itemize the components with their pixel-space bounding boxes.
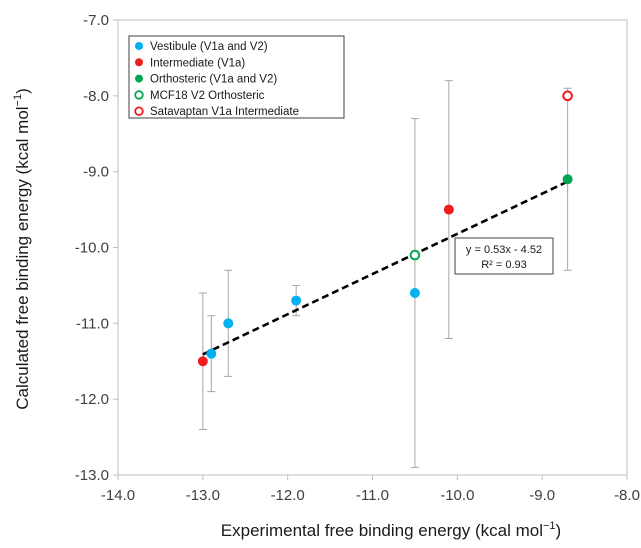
y-tick-label: -11.0	[76, 315, 109, 332]
trendline-equation-box: y = 0.53x - 4.52 R² = 0.93	[454, 237, 554, 275]
x-tick-label: -11.0	[356, 487, 389, 504]
x-tick-label: -13.0	[186, 487, 220, 504]
data-point	[197, 356, 208, 367]
data-point	[562, 174, 573, 185]
legend-marker	[134, 106, 144, 116]
trendline-r-squared: R² = 0.93	[481, 259, 527, 271]
equation-box-frame	[454, 237, 554, 275]
data-points	[197, 90, 573, 367]
y-tick-label: -7.0	[83, 12, 109, 29]
x-tick-label: -10.0	[440, 487, 474, 504]
data-point	[562, 90, 573, 102]
x-axis-title: Experimental free binding energy (kcal m…	[221, 520, 561, 540]
y-tick-label: -9.0	[83, 164, 109, 181]
tick-labels: -14.0 -13.0 -12.0 -11.0 -10.0 -9.0 -8.0 -13.0 -1…	[75, 12, 640, 504]
data-point	[443, 204, 454, 215]
legend-label: Vestibule (V1a and V2)	[150, 41, 268, 53]
x-tick-label: -8.0	[614, 487, 640, 504]
legend-marker	[135, 74, 143, 83]
data-point	[206, 348, 217, 359]
trendline	[202, 180, 569, 356]
x-tick-label: -9.0	[529, 487, 555, 504]
data-point	[291, 295, 302, 306]
trendline-layer	[202, 180, 569, 356]
y-tick-label: -8.0	[83, 88, 109, 105]
legend-marker	[135, 58, 143, 67]
legend-label: Intermediate (V1a)	[150, 57, 245, 69]
y-axis-title: Calculated free binding energy (kcal mol…	[12, 88, 32, 410]
data-point	[409, 288, 420, 298]
trendline-equation: y = 0.53x - 4.52	[466, 244, 542, 256]
y-tick-label: -10.0	[75, 240, 109, 257]
legend-marker	[134, 90, 144, 100]
y-tick-label: -13.0	[75, 467, 109, 484]
data-point	[409, 249, 421, 261]
legend-marker	[135, 42, 143, 50]
x-tick-label: -12.0	[271, 487, 305, 504]
x-tick-label: -14.0	[101, 487, 135, 504]
legend-frame	[128, 35, 345, 119]
data-point	[223, 318, 234, 329]
legend-label: MCF18 V2 Orthosteric	[150, 90, 265, 102]
legend-label: Satavaptan V1a Intermediate	[150, 106, 299, 118]
legend-label: Orthosteric (V1a and V2)	[150, 74, 277, 86]
legend: Vestibule (V1a and V2) Intermediate (V1a)…	[128, 35, 345, 119]
y-tick-label: -12.0	[75, 391, 109, 408]
